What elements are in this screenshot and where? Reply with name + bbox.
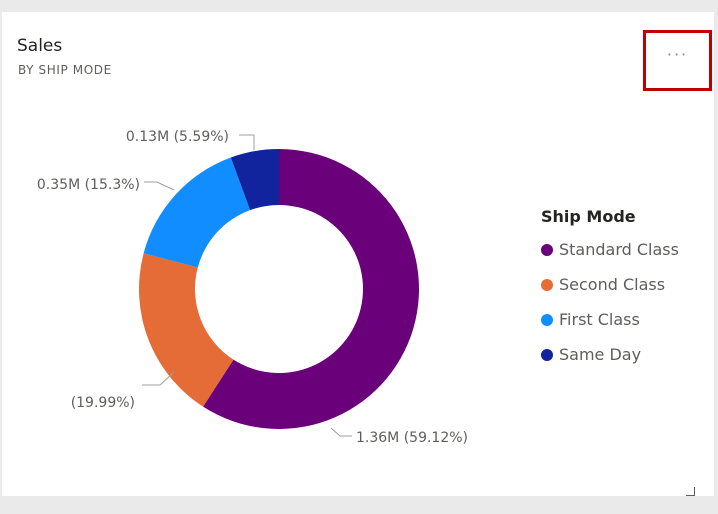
legend-dot-icon <box>541 278 553 291</box>
legend-item[interactable]: Second Class <box>541 267 679 302</box>
legend-item-label: First Class <box>559 310 640 329</box>
legend-title: Ship Mode <box>541 207 636 226</box>
card-title: Sales <box>17 36 63 56</box>
leader-line <box>239 134 255 150</box>
donut-slice-second-class[interactable] <box>139 253 234 407</box>
donut-slice-standard-class[interactable] <box>203 149 420 429</box>
data-label: 0.35M (15.3%) <box>37 177 140 193</box>
data-label: 1.36M (59.12%) <box>356 430 468 446</box>
resize-handle-icon[interactable] <box>686 487 695 496</box>
donut-slice-first-class[interactable] <box>143 157 251 268</box>
legend-dot-icon <box>541 313 553 326</box>
legend-item[interactable]: First Class <box>541 302 679 337</box>
data-label: 0.13M (5.59%) <box>126 129 229 145</box>
legend-item-label: Standard Class <box>559 240 679 259</box>
legend-item[interactable]: Standard Class <box>541 232 679 267</box>
more-options-button[interactable]: ··· <box>643 30 712 91</box>
legend-item[interactable]: Same Day <box>541 337 679 372</box>
card-subtitle: BY SHIP MODE <box>18 63 112 77</box>
leader-line <box>144 181 175 191</box>
legend: Ship Mode Standard Class Second Class Firs… <box>541 207 679 372</box>
data-label: (19.99%) <box>71 395 135 411</box>
leader-line <box>330 427 352 437</box>
more-options-icon: ··· <box>666 45 689 64</box>
legend-dot-icon <box>541 243 553 256</box>
legend-item-label: Same Day <box>559 345 642 364</box>
donut-slice-same-day[interactable] <box>230 149 279 211</box>
legend-item-label: Second Class <box>559 275 666 294</box>
leader-line <box>142 371 175 386</box>
legend-dot-icon <box>541 348 553 361</box>
